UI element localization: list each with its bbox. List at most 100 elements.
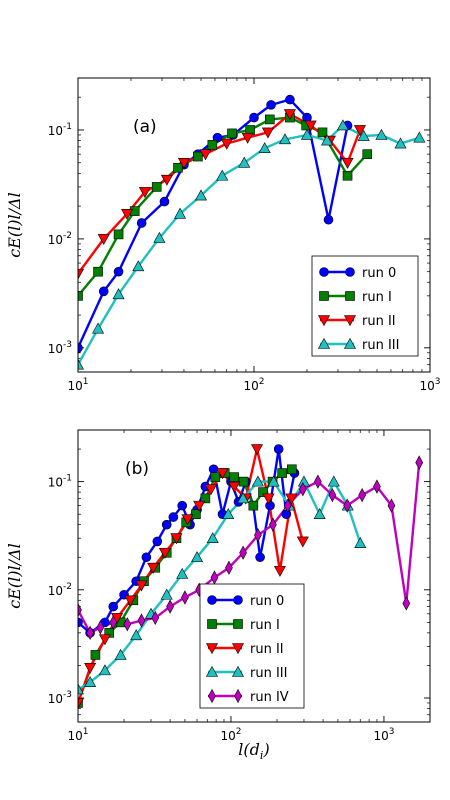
data-point xyxy=(152,536,163,547)
data-point xyxy=(251,444,264,456)
data-point xyxy=(227,128,237,139)
legend-label: run III xyxy=(250,666,287,681)
data-point xyxy=(84,663,97,674)
data-point xyxy=(321,134,334,146)
series-markers-run-0 xyxy=(78,94,353,353)
data-point xyxy=(300,128,313,140)
data-point xyxy=(277,468,287,478)
legend-item: run 0 xyxy=(319,266,396,281)
data-point xyxy=(112,288,125,300)
data-point xyxy=(170,533,183,545)
data-point xyxy=(132,260,145,272)
data-point xyxy=(354,537,367,548)
legend-label: run I xyxy=(250,618,280,633)
data-point xyxy=(177,157,190,169)
data-point xyxy=(97,234,110,246)
data-point xyxy=(114,648,127,660)
data-point xyxy=(199,149,212,161)
data-point xyxy=(238,476,249,487)
data-point xyxy=(137,613,146,628)
data-point xyxy=(181,514,194,526)
panel-label: (a) xyxy=(133,117,157,137)
data-point xyxy=(285,493,298,505)
data-point xyxy=(113,229,124,240)
data-point xyxy=(78,343,83,353)
data-point xyxy=(78,268,85,280)
data-point xyxy=(254,528,262,543)
data-point xyxy=(123,617,132,632)
data-point xyxy=(273,444,284,454)
data-point xyxy=(357,129,370,141)
y-tick-label: 10-2 xyxy=(48,231,72,247)
data-point xyxy=(98,664,111,676)
data-point xyxy=(135,580,148,592)
data-point xyxy=(314,474,322,489)
data-point xyxy=(375,128,388,140)
data-point xyxy=(90,650,101,660)
legend-marker xyxy=(234,688,242,704)
data-point xyxy=(86,625,94,640)
data-point xyxy=(267,475,280,487)
x-tick-label: 103 xyxy=(419,377,440,393)
data-point xyxy=(96,620,105,635)
legend-marker xyxy=(205,643,219,655)
data-point xyxy=(266,100,276,110)
data-point xyxy=(130,629,143,641)
y-tick-label: 10-2 xyxy=(48,582,72,598)
data-point xyxy=(413,131,426,143)
data-point xyxy=(193,151,203,162)
data-point xyxy=(261,127,274,139)
data-point xyxy=(239,545,247,560)
axes-frame xyxy=(77,77,431,373)
data-point xyxy=(222,508,235,519)
data-point xyxy=(153,231,166,243)
data-point xyxy=(174,207,187,219)
data-point xyxy=(225,560,233,575)
data-point xyxy=(210,570,219,585)
data-point xyxy=(283,498,292,513)
data-point xyxy=(181,590,189,605)
data-point xyxy=(200,493,211,504)
legend-marker xyxy=(233,619,243,629)
data-point xyxy=(78,602,82,618)
data-point xyxy=(216,468,229,480)
legend-item: run III xyxy=(317,337,399,353)
data-point xyxy=(237,492,250,504)
data-point xyxy=(258,487,268,497)
data-point xyxy=(78,698,85,710)
legend-label: run 0 xyxy=(250,594,284,609)
data-point xyxy=(176,567,189,579)
data-point xyxy=(241,132,254,144)
series-run-iii xyxy=(78,480,362,691)
data-point xyxy=(373,479,381,494)
data-point xyxy=(92,322,105,334)
data-point xyxy=(159,196,170,207)
data-point xyxy=(136,218,147,228)
data-point xyxy=(121,209,134,220)
x-tick-label: 101 xyxy=(67,727,88,743)
data-point xyxy=(220,138,233,150)
data-point xyxy=(273,565,286,577)
legend-item: run III xyxy=(205,665,287,681)
series-markers-run-ii xyxy=(78,109,366,280)
data-point xyxy=(109,615,118,630)
data-point xyxy=(78,617,83,628)
data-point xyxy=(141,552,152,563)
legend-marker xyxy=(233,595,243,605)
data-point xyxy=(387,498,396,513)
data-point xyxy=(283,109,296,121)
y-tick-label: 10-1 xyxy=(48,122,72,138)
data-point xyxy=(210,472,221,482)
legend-item: run II xyxy=(317,314,396,329)
data-point xyxy=(173,162,183,173)
data-point xyxy=(191,509,201,519)
data-point xyxy=(84,676,97,687)
data-point xyxy=(160,588,173,600)
data-point xyxy=(151,182,162,192)
legend-marker xyxy=(231,643,245,655)
y-tick-label: 10-3 xyxy=(48,690,72,706)
legend-label: run 0 xyxy=(362,266,396,281)
data-point xyxy=(299,482,307,497)
data-point xyxy=(341,157,354,169)
data-point xyxy=(193,500,206,512)
